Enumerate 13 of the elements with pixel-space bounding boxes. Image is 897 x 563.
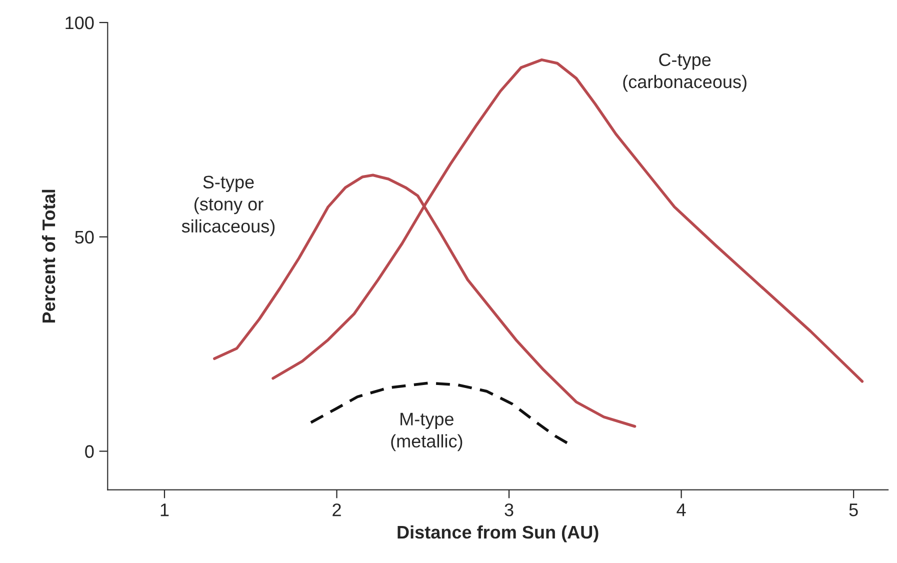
series-label: C-type (carbonaceous) <box>623 53 746 92</box>
y-tick-label: 100 <box>66 16 94 30</box>
series-label: M-type (metallic) <box>391 412 462 452</box>
series-label: S-type (stony or silicaceous) <box>182 176 275 236</box>
x-tick-label: 5 <box>849 504 858 516</box>
x-axis-title: Distance from Sun (AU) <box>398 525 598 542</box>
y-tick-label: 50 <box>75 230 94 244</box>
x-tick-label: 4 <box>676 504 686 516</box>
x-tick-label: 1 <box>160 504 169 516</box>
x-tick-label: 3 <box>504 503 514 516</box>
x-tick-label: 2 <box>332 503 341 516</box>
y-tick-label: 0 <box>85 445 94 458</box>
y-axis-title: Percent of Total <box>42 190 56 323</box>
